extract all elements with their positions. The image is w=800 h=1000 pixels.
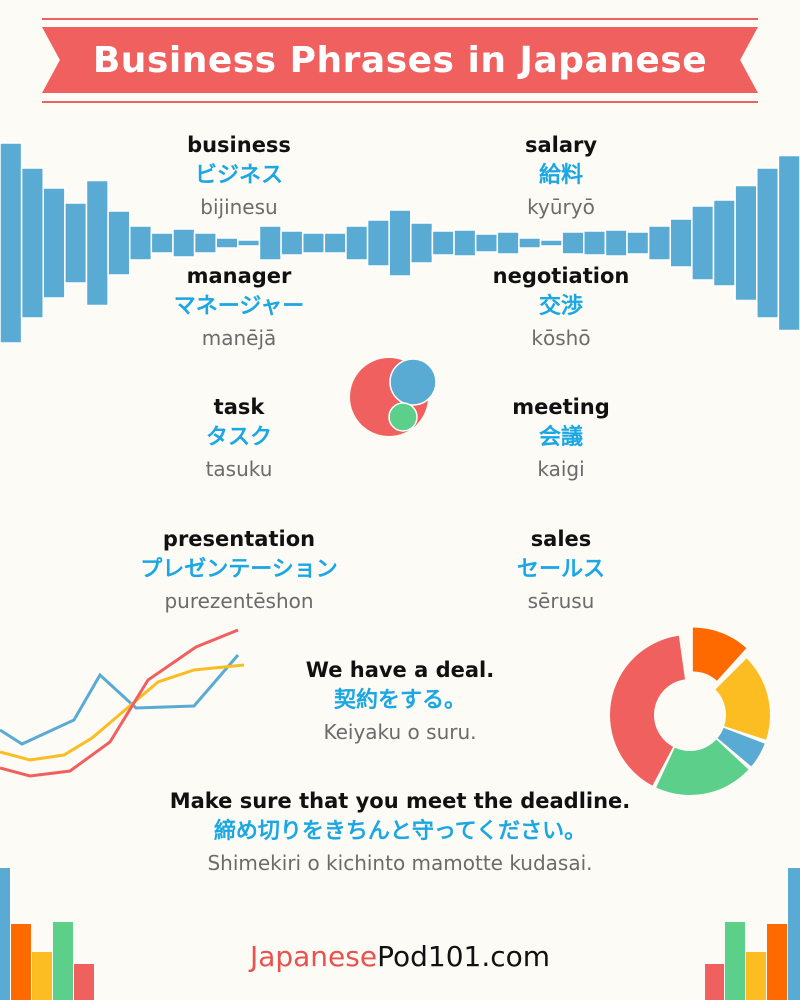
sentence-english: We have a deal. [305, 658, 495, 682]
bars-decoration-left [0, 868, 94, 1000]
wave-bar [669, 218, 693, 268]
waveform-decoration [0, 142, 800, 344]
wave-bar [410, 222, 434, 264]
wave-bar [366, 219, 390, 267]
wave-bar [280, 230, 304, 256]
vocab-japanese: プレゼンテーション [140, 557, 338, 582]
wave-bar [734, 184, 758, 302]
vocab-japanese: 交渉 [538, 294, 583, 319]
footer-brand: JapanesePod101.com [0, 940, 800, 973]
wave-bar [388, 209, 412, 277]
vocab-english: salary [524, 133, 598, 157]
vocab-english: negotiation [492, 264, 630, 288]
wave-bar [453, 229, 477, 257]
wave-bar [583, 230, 607, 256]
wave-bar [42, 187, 66, 299]
vocab-english: business [187, 133, 291, 157]
sentence-english: Make sure that you meet the deadline. [169, 789, 631, 813]
donut-chart-decoration [610, 627, 770, 795]
wave-bar [237, 239, 261, 247]
donut-segment [715, 658, 770, 740]
donut-segment [717, 727, 765, 767]
wave-bar [258, 225, 282, 261]
donut-segment [692, 627, 747, 681]
wave-bar [712, 199, 736, 287]
wave-bar [561, 231, 585, 255]
donut-segment [610, 635, 685, 786]
vocab-item-presentation: presentation プレゼンテーション purezentēshon [89, 524, 389, 616]
banner-line-top [42, 18, 758, 20]
vocab-item-negotiation: negotiation 交渉 kōshō [411, 261, 711, 353]
vocab-item-salary: salary 給料 kyūryō [411, 130, 711, 222]
vocab-english: manager [186, 264, 292, 288]
wave-bar [150, 232, 174, 254]
vocab-item-business: business ビジネス bijinesu [89, 130, 389, 222]
wave-bar [215, 237, 239, 249]
vocab-japanese: 会議 [538, 425, 583, 450]
sentence-japanese: 契約をする。 [333, 688, 466, 713]
bars-decoration-right [705, 868, 800, 1000]
sentence-deadline: Make sure that you meet the deadline. 締め… [0, 786, 800, 878]
wave-bar [756, 167, 780, 319]
circles-decoration [350, 358, 437, 436]
wave-bar [539, 239, 563, 247]
vocab-japanese: セールス [516, 557, 605, 582]
vocab-japanese: タスク [205, 425, 272, 450]
wave-bar [64, 202, 88, 284]
vocab-english: presentation [162, 527, 316, 551]
wave-bar [193, 232, 217, 254]
donut-segment [656, 739, 749, 795]
vocab-romaji: tasuku [205, 457, 273, 481]
wave-bar [301, 232, 326, 254]
vocab-item-manager: manager マネージャー manējā [89, 261, 389, 353]
sentence-deal: We have a deal. 契約をする。 Keiyaku o suru. [0, 655, 800, 747]
sentence-japanese: 締め切りをきちんと守ってください。 [213, 819, 587, 844]
vocab-romaji: manējā [201, 326, 277, 350]
vocab-romaji: kaigi [537, 457, 585, 481]
wave-bar [0, 142, 23, 344]
brand-part-a: Japanese [249, 940, 378, 973]
banner-line-bottom [42, 101, 758, 103]
page-title: Business Phrases in Japanese [92, 39, 708, 81]
vocab-item-sales: sales セールス sērusu [411, 524, 711, 616]
wave-bar [777, 154, 800, 332]
vocab-english: sales [530, 527, 592, 551]
title-banner: Business Phrases in Japanese [42, 27, 758, 93]
wave-bar [626, 231, 650, 255]
vocab-japanese: 給料 [538, 163, 583, 188]
vocab-japanese: マネージャー [173, 294, 305, 319]
sentence-romaji: Keiyaku o suru. [323, 720, 477, 744]
wave-bar [20, 167, 44, 319]
wave-bar [496, 231, 520, 255]
wave-bar [518, 237, 542, 249]
vocab-item-meeting: meeting 会議 kaigi [411, 392, 711, 484]
sentence-romaji: Shimekiri o kichinto mamotte kudasai. [207, 851, 593, 875]
wave-bar [647, 225, 672, 261]
vocab-japanese: ビジネス [194, 163, 283, 188]
vocab-romaji: bijinesu [200, 195, 278, 219]
vocab-romaji: purezentēshon [164, 589, 314, 613]
wave-bar [474, 233, 499, 253]
wave-bar [172, 228, 196, 258]
wave-bar [431, 230, 455, 256]
vocab-romaji: sērusu [527, 589, 595, 613]
brand-part-b: Pod101.com [377, 940, 551, 973]
wave-bar [128, 225, 153, 261]
wave-bar [604, 229, 628, 257]
line-graph-decoration [0, 628, 245, 778]
vocab-english: meeting [512, 395, 610, 419]
wave-bar [345, 225, 369, 261]
wave-bar [323, 232, 347, 254]
vocab-romaji: kyūryō [527, 195, 595, 219]
vocab-item-task: task タスク tasuku [89, 392, 389, 484]
vocab-english: task [213, 395, 265, 419]
vocab-romaji: kōshō [531, 326, 591, 350]
